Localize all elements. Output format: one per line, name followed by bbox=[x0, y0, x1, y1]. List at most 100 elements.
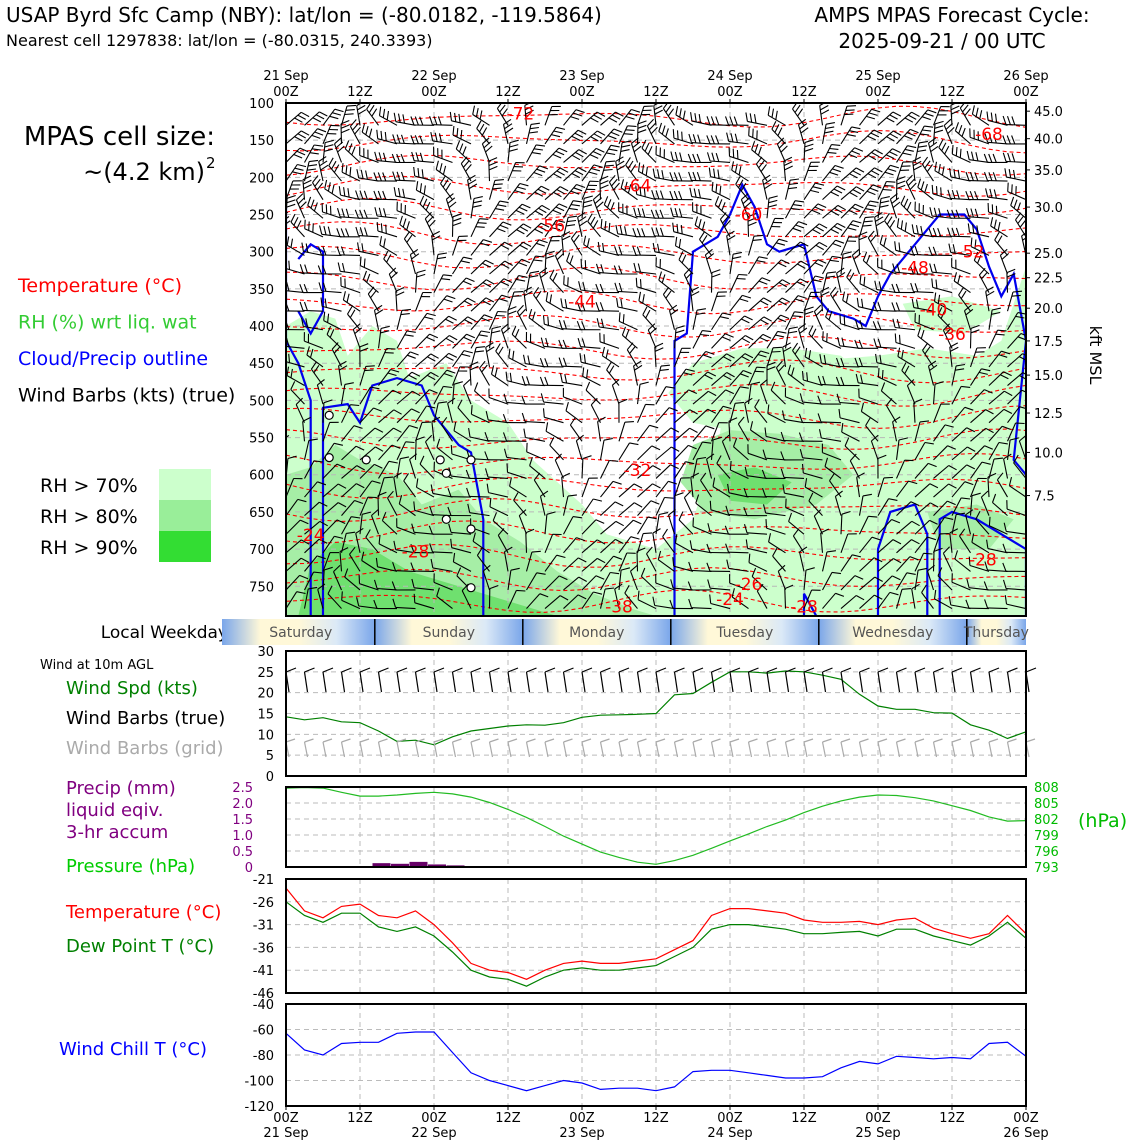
wind-barb-flag bbox=[900, 335, 901, 344]
wind-barb-grid bbox=[638, 739, 647, 757]
wind-barb-staff bbox=[656, 428, 671, 441]
bottom-date-label: 21 Sep bbox=[263, 1126, 308, 1140]
wind-barb bbox=[308, 197, 323, 218]
wind-barb bbox=[584, 236, 601, 256]
top-hour-label: 00Z bbox=[273, 85, 299, 100]
wind-barb-true bbox=[1026, 668, 1036, 692]
wind-barb-flag bbox=[476, 227, 485, 228]
wind-barb-flag bbox=[568, 216, 577, 217]
wind-barb-staff bbox=[767, 218, 775, 236]
wind-barb-flag bbox=[577, 185, 586, 188]
wind-barb-flag bbox=[882, 370, 883, 379]
wind-barb-grid bbox=[786, 739, 795, 757]
wind-barb-flag bbox=[384, 153, 386, 162]
wind-barb bbox=[804, 204, 826, 218]
wind-barb-flag bbox=[287, 196, 296, 199]
wind-barb bbox=[1000, 249, 1008, 274]
wind-barb-flag bbox=[544, 315, 545, 324]
wind-barb-flag bbox=[757, 367, 766, 368]
wind-barb-staff bbox=[914, 255, 934, 256]
wind-barb-flag bbox=[464, 337, 472, 341]
pressure-tick-label: 796 bbox=[1034, 845, 1059, 860]
wind-barb-flag bbox=[565, 374, 567, 383]
wind-barb-flag bbox=[468, 180, 476, 185]
wind-barb-flag bbox=[790, 179, 799, 180]
wind-barb bbox=[614, 266, 637, 274]
wind-barb-flag bbox=[709, 168, 710, 177]
pressure-tick-label: 550 bbox=[249, 432, 274, 447]
wind-barb-flag bbox=[455, 113, 456, 122]
wind-barb-staff bbox=[490, 295, 502, 311]
wind-barb-flag bbox=[760, 301, 768, 305]
wind-barb-flag bbox=[308, 197, 311, 206]
wind-barb-flag bbox=[730, 461, 731, 470]
wind-barb-flag bbox=[297, 165, 306, 167]
wind-barb bbox=[636, 278, 656, 293]
top-hour-label: 00Z bbox=[717, 85, 743, 100]
wind-barb-staff bbox=[1006, 125, 1026, 126]
wind-barb-staff bbox=[656, 498, 665, 516]
wind-barb bbox=[1026, 387, 1045, 404]
wind-barb bbox=[453, 214, 462, 237]
bottom-hour-label: 12Z bbox=[791, 1111, 817, 1126]
wind-barb bbox=[708, 152, 731, 162]
wind-barb bbox=[318, 266, 341, 275]
wind-barb-flag bbox=[918, 179, 921, 188]
wind-barb-flag bbox=[690, 188, 692, 197]
pressure-tick-label: 793 bbox=[1034, 861, 1059, 876]
legend-entry: Temperature (°C) bbox=[17, 275, 182, 297]
wind-barb-staff bbox=[397, 310, 402, 329]
wind-barb-flag bbox=[715, 196, 718, 204]
wind-barb bbox=[918, 179, 934, 200]
wind-barb-grid bbox=[656, 739, 665, 757]
wind-barb-flag bbox=[871, 171, 879, 175]
wind-barb-flag bbox=[403, 219, 406, 228]
wind-barb-flag bbox=[538, 189, 546, 193]
wind-barb bbox=[690, 188, 712, 200]
wind-barb-flag bbox=[294, 217, 298, 225]
wind-barb-flag bbox=[311, 200, 314, 209]
wind-barb bbox=[275, 417, 286, 441]
wind-barb-flag bbox=[912, 112, 920, 116]
wind-barb-staff bbox=[656, 481, 668, 497]
wind-barb-flag bbox=[626, 330, 629, 338]
wind-barb-flag bbox=[407, 221, 410, 230]
wind-barb-flag bbox=[1032, 403, 1041, 404]
wind-barb bbox=[875, 213, 884, 237]
wind-barb-flag bbox=[295, 118, 303, 122]
wind-barb-flag bbox=[407, 355, 415, 358]
wind-barb-flag bbox=[837, 268, 845, 273]
wind-barb-flag bbox=[897, 319, 899, 328]
barb-staff bbox=[860, 742, 863, 757]
wind-barb-flag bbox=[691, 112, 692, 121]
wind-barb-staff bbox=[878, 182, 886, 200]
wind-barb-staff bbox=[550, 278, 564, 293]
wind-barb bbox=[263, 340, 286, 348]
wind-barb-flag bbox=[312, 135, 321, 138]
barb-flag bbox=[878, 739, 887, 742]
wind-barb-staff bbox=[296, 200, 304, 218]
wind-barb-flag bbox=[605, 165, 614, 166]
wind-barb bbox=[860, 150, 883, 163]
wind-barb-flag bbox=[868, 231, 874, 238]
wind-barb-flag bbox=[876, 221, 884, 226]
wind-barb-flag bbox=[446, 183, 451, 191]
wind-barb-grid bbox=[804, 739, 813, 757]
wind-barb-flag bbox=[621, 299, 622, 308]
wind-barb-flag bbox=[461, 261, 470, 263]
wind-barb-flag bbox=[534, 287, 539, 295]
wind-barb-flag bbox=[559, 148, 567, 152]
wind-barb-flag bbox=[626, 130, 635, 131]
wind-barb-staff bbox=[546, 301, 563, 311]
wind-barb-staff bbox=[638, 446, 652, 460]
wind-barb-flag bbox=[387, 254, 391, 262]
pressure-tick-label: 450 bbox=[249, 357, 274, 372]
wind-barb bbox=[634, 361, 642, 385]
wind-barb-flag bbox=[584, 354, 585, 363]
wind-barb-flag bbox=[910, 183, 916, 190]
wind-barb-staff bbox=[841, 204, 855, 218]
wind-barb-grid bbox=[323, 739, 332, 757]
wind-barb-flag bbox=[320, 226, 322, 235]
wind-barb-flag bbox=[1003, 153, 1006, 162]
wind-barb-flag bbox=[1020, 220, 1026, 227]
